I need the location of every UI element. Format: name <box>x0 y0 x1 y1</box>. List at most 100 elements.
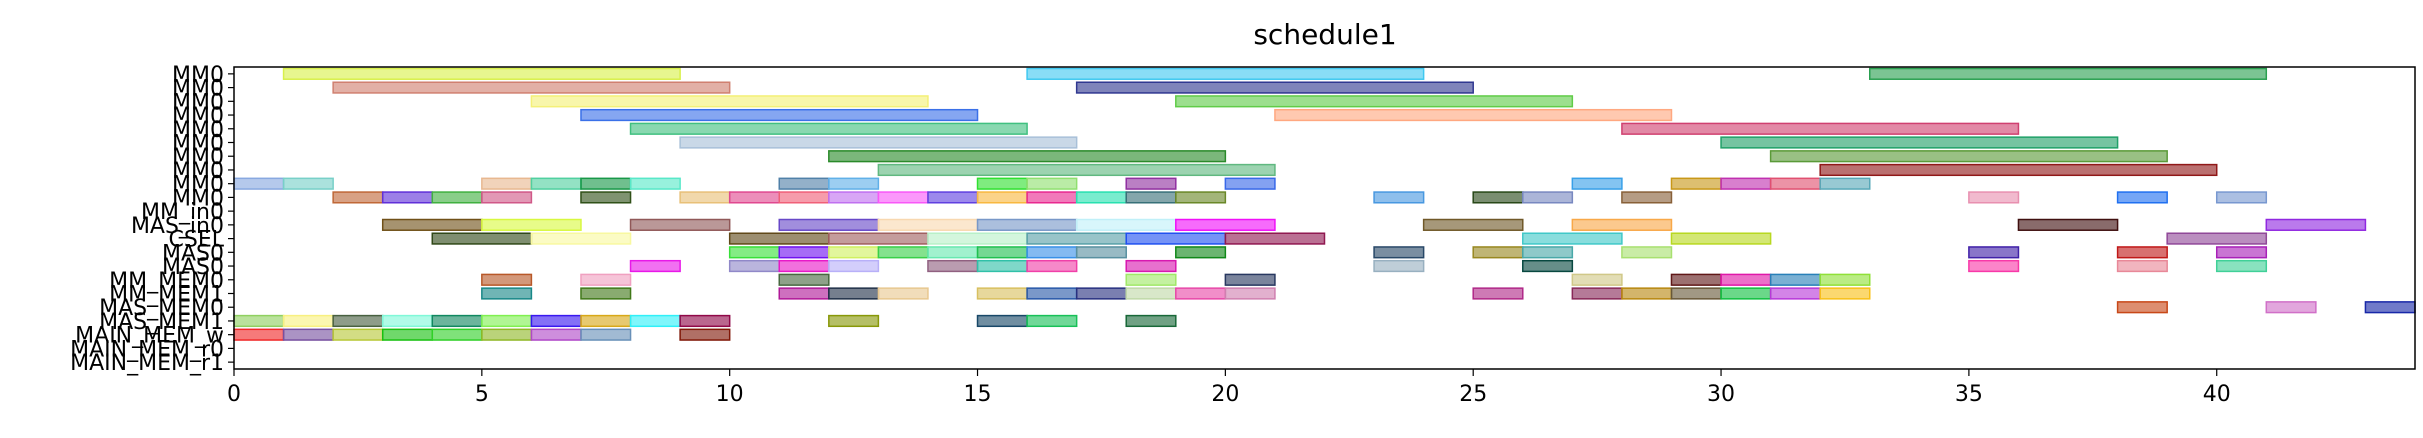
task-bar-37 <box>481 191 533 204</box>
x-tick-label-6: 30 <box>1707 382 1735 407</box>
task-bar-87 <box>1075 246 1127 259</box>
task-bar-36 <box>431 191 483 204</box>
task-bar-161 <box>580 328 632 341</box>
task-bar-11 <box>679 136 1078 149</box>
task-bar-69 <box>431 232 533 245</box>
y-tick-label-20: MAIN_MEM_r0 <box>70 337 224 362</box>
x-tick-label-8: 40 <box>2203 382 2231 407</box>
y-tick-label-21: MAIN_MEM_r1 <box>70 351 224 376</box>
task-bar-90 <box>1472 246 1524 259</box>
task-bar-12 <box>1720 136 2119 149</box>
task-bar-5 <box>530 95 929 108</box>
task-bar-33 <box>1819 177 1871 190</box>
y-tick-label-5: MM0 <box>172 132 224 157</box>
task-bar-101 <box>976 259 1028 273</box>
task-bar-108 <box>2215 259 2268 273</box>
task-bar-80 <box>728 246 781 259</box>
task-bar-29 <box>1571 177 1623 190</box>
x-tick-label-4: 20 <box>1211 382 1239 407</box>
task-bar-16 <box>1819 163 2218 177</box>
task-bar-45 <box>976 191 1028 204</box>
task-bar-41 <box>778 191 830 204</box>
task-bar-54 <box>1968 191 2020 204</box>
task-bar-22 <box>629 177 681 190</box>
task-bar-160 <box>530 328 582 341</box>
task-bar-38 <box>580 191 632 204</box>
task-bar-88 <box>1175 246 1227 259</box>
task-bar-155 <box>282 328 334 341</box>
task-bar-13 <box>828 150 1227 163</box>
task-bar-77 <box>1522 232 1623 245</box>
task-bar-7 <box>580 108 979 122</box>
task-bar-40 <box>728 191 781 204</box>
task-bar-106 <box>1968 259 2020 273</box>
task-bar-111 <box>778 273 830 286</box>
task-bar-63 <box>1075 218 1177 231</box>
task-bar-102 <box>1026 259 1078 273</box>
task-bar-121 <box>778 287 830 300</box>
task-bar-92 <box>1621 246 1673 259</box>
task-bars <box>233 67 2416 341</box>
task-bar-76 <box>1224 232 1326 245</box>
task-bar-68 <box>2265 218 2367 231</box>
task-bar-100 <box>927 259 979 273</box>
x-tick-label-3: 15 <box>964 382 992 407</box>
task-bar-49 <box>1175 191 1227 204</box>
task-bar-84 <box>927 246 979 259</box>
task-bar-30 <box>1670 177 1722 190</box>
task-bar-85 <box>976 246 1028 259</box>
y-tick-label-8: MM0 <box>172 173 224 198</box>
task-bar-46 <box>1026 191 1078 204</box>
y-tick-label-3: MM0 <box>172 104 224 129</box>
task-bar-31 <box>1720 177 1772 190</box>
task-bar-113 <box>1224 273 1276 286</box>
task-bar-156 <box>332 328 384 341</box>
task-bar-123 <box>877 287 929 300</box>
task-bar-0 <box>282 67 681 80</box>
task-bar-103 <box>1125 259 1177 273</box>
task-bar-120 <box>580 287 632 300</box>
task-bar-83 <box>877 246 929 259</box>
task-bar-28 <box>1224 177 1276 190</box>
task-bar-34 <box>332 191 384 204</box>
task-bar-32 <box>1769 177 1821 190</box>
task-bar-127 <box>1125 287 1177 300</box>
task-bar-9 <box>629 122 1028 135</box>
task-bar-51 <box>1472 191 1524 204</box>
task-bar-43 <box>877 191 929 204</box>
task-bar-137 <box>2116 301 2168 314</box>
task-bar-73 <box>927 232 1028 245</box>
y-tick-label-4: MM0 <box>172 118 224 143</box>
task-bar-147 <box>580 314 632 328</box>
task-bar-99 <box>828 259 880 273</box>
task-bar-117 <box>1769 273 1821 286</box>
task-bar-48 <box>1125 191 1177 204</box>
task-bar-42 <box>828 191 880 204</box>
task-bar-128 <box>1175 287 1227 300</box>
task-bar-57 <box>381 218 483 231</box>
task-bar-52 <box>1522 191 1574 204</box>
task-bar-82 <box>828 246 880 259</box>
y-tick-label-14: MAS0 <box>162 255 224 280</box>
task-bar-56 <box>2215 191 2268 204</box>
y-tick-label-0: MM0 <box>172 63 224 88</box>
task-bar-133 <box>1670 287 1722 300</box>
task-bar-8 <box>1274 108 1673 122</box>
task-bar-86 <box>1026 246 1078 259</box>
task-bar-58 <box>481 218 582 231</box>
task-bar-124 <box>976 287 1028 300</box>
task-bar-162 <box>679 328 731 341</box>
task-bar-151 <box>976 314 1028 328</box>
task-bar-140 <box>233 314 285 328</box>
task-bar-142 <box>332 314 384 328</box>
task-bar-23 <box>778 177 830 190</box>
y-tick-label-19: MAIN_MEM_w <box>75 324 224 349</box>
task-bar-50 <box>1373 191 1425 204</box>
task-bar-47 <box>1075 191 1127 204</box>
task-bar-70 <box>530 232 632 245</box>
task-bar-98 <box>778 259 830 273</box>
y-tick-label-18: MAS_MEM1 <box>99 310 224 335</box>
y-tick-label-17: MAS_MEM0 <box>99 296 224 321</box>
